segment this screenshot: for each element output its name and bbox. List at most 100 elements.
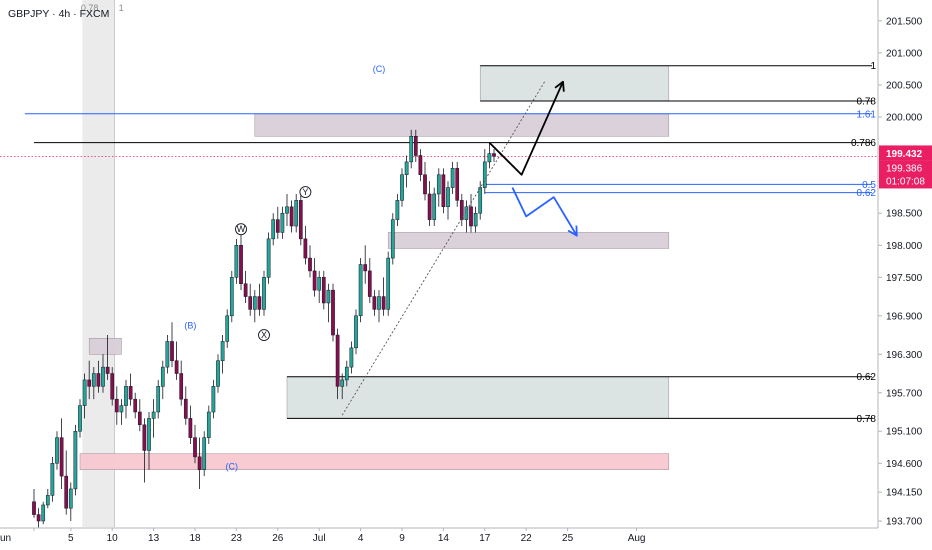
candle-body bbox=[105, 366, 110, 374]
candle bbox=[294, 193, 299, 233]
candle-body bbox=[321, 277, 326, 304]
candle bbox=[193, 424, 197, 464]
candle bbox=[170, 322, 174, 368]
candle-body bbox=[492, 153, 496, 157]
candle bbox=[50, 456, 55, 502]
candle bbox=[234, 238, 239, 284]
candle bbox=[179, 360, 184, 406]
candle-body bbox=[41, 504, 46, 522]
candle bbox=[73, 424, 78, 496]
candle-body bbox=[326, 289, 331, 304]
candle-body bbox=[257, 296, 262, 310]
candle-body bbox=[45, 495, 50, 506]
wave-label-3: W bbox=[237, 224, 246, 234]
candle bbox=[266, 232, 271, 284]
candle-body bbox=[68, 488, 73, 509]
wave-label-1: (B) bbox=[184, 320, 196, 330]
candle-body bbox=[436, 174, 441, 195]
candle-body bbox=[124, 386, 128, 406]
candle bbox=[459, 193, 464, 227]
dotted-trendline bbox=[341, 81, 545, 416]
candle bbox=[469, 193, 473, 233]
candle-body bbox=[427, 193, 432, 220]
time-tick-label: 22 bbox=[521, 533, 533, 544]
candle-body bbox=[395, 200, 400, 220]
candle-body bbox=[64, 475, 69, 509]
candle-body bbox=[234, 245, 239, 278]
wave-label-5: Y bbox=[302, 187, 308, 197]
candle-body bbox=[202, 437, 207, 470]
time-tick-label: 4 bbox=[358, 533, 364, 544]
zones: 0.78 1 bbox=[79, 0, 670, 527]
candle-body bbox=[248, 296, 253, 310]
candle bbox=[41, 501, 46, 525]
candle bbox=[137, 399, 142, 432]
candle-body bbox=[91, 373, 96, 387]
candle-body bbox=[96, 373, 101, 387]
candle-body bbox=[363, 264, 368, 272]
blue-projection-arrow bbox=[511, 187, 578, 237]
candle-body bbox=[335, 334, 340, 387]
candle-body bbox=[331, 289, 335, 336]
candle-body bbox=[271, 219, 276, 240]
last-price-label: 199.432 bbox=[886, 149, 923, 160]
candle-body bbox=[478, 187, 483, 214]
candle bbox=[252, 290, 257, 323]
candle-body bbox=[450, 168, 455, 188]
time-tick-label: un bbox=[0, 533, 11, 544]
price-tick-label: 193.700 bbox=[886, 517, 923, 528]
time-tick-label: Aug bbox=[628, 533, 646, 544]
candle bbox=[372, 290, 377, 316]
candle-body bbox=[418, 155, 423, 175]
candle bbox=[331, 283, 335, 342]
candle bbox=[335, 328, 340, 400]
candle bbox=[413, 129, 418, 162]
time-axis-bg bbox=[0, 528, 932, 550]
candle-body bbox=[32, 501, 36, 515]
candle-body bbox=[377, 296, 381, 310]
candle-body bbox=[340, 379, 345, 387]
candle bbox=[280, 206, 285, 239]
candle bbox=[64, 450, 69, 515]
fib-label-2: 1.61 bbox=[857, 109, 877, 120]
left-fib-label-1: 1 bbox=[119, 3, 124, 13]
candle-body bbox=[317, 277, 322, 291]
candle-body bbox=[482, 161, 487, 188]
candle bbox=[464, 200, 469, 233]
candle-body bbox=[289, 206, 294, 227]
candle-body bbox=[170, 341, 174, 361]
candle bbox=[436, 168, 441, 207]
candle-body bbox=[275, 219, 280, 233]
price-tick-label: 195.700 bbox=[886, 388, 923, 399]
last-price-box bbox=[879, 145, 932, 161]
candle bbox=[478, 181, 483, 220]
candle bbox=[395, 193, 400, 227]
candle bbox=[317, 270, 322, 303]
candle-body bbox=[469, 206, 473, 227]
candle-body bbox=[225, 315, 230, 342]
candle bbox=[404, 155, 409, 188]
candle bbox=[133, 392, 138, 419]
candle-body bbox=[206, 411, 211, 438]
candle bbox=[211, 379, 216, 419]
candle bbox=[441, 168, 446, 214]
candle bbox=[220, 335, 225, 374]
candle-body bbox=[211, 386, 216, 413]
candle bbox=[427, 181, 432, 227]
candle bbox=[174, 341, 179, 380]
wave-label-2: (C) bbox=[226, 461, 239, 471]
candle-body bbox=[390, 219, 395, 259]
time-tick-label: 5 bbox=[68, 533, 74, 544]
candle bbox=[87, 360, 92, 400]
candle-body bbox=[82, 379, 87, 406]
candle bbox=[418, 149, 423, 182]
price-tick-label: 194.150 bbox=[886, 488, 923, 499]
candle bbox=[151, 399, 156, 438]
candle-body bbox=[151, 411, 156, 419]
candle bbox=[482, 149, 487, 194]
candle bbox=[367, 258, 372, 303]
candle-body bbox=[367, 270, 372, 297]
